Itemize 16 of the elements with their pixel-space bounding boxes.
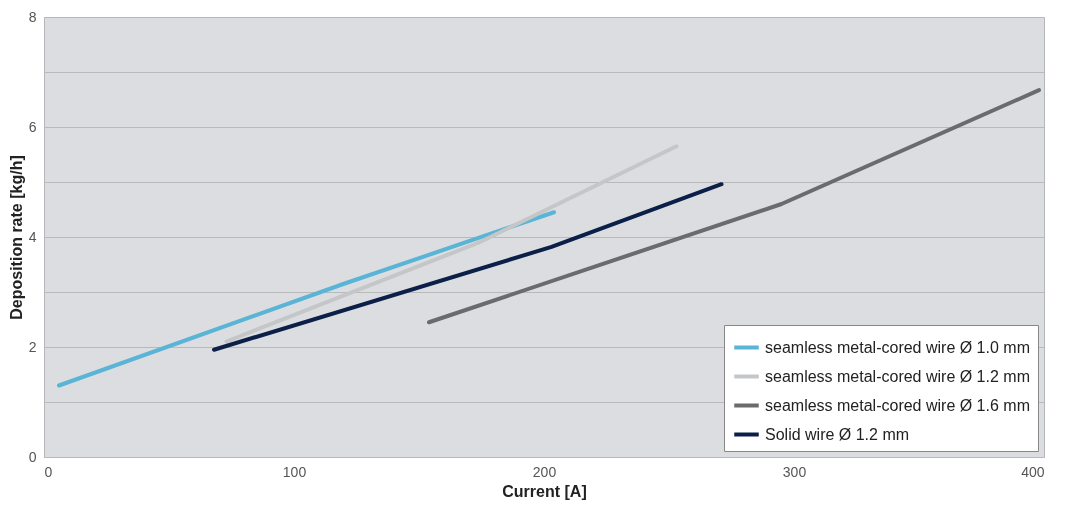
y-tick-label: 2	[28, 338, 37, 355]
y-axis-title: Deposition rate [kg/h]	[7, 155, 25, 320]
legend-label: seamless metal-cored wire Ø 1.6 mm	[765, 396, 1030, 414]
x-tick-label: 100	[282, 463, 307, 480]
x-tick-label: 400	[1021, 463, 1045, 480]
y-tick-label: 6	[28, 118, 37, 135]
x-tick-label: 0	[44, 463, 53, 480]
legend-label: seamless metal-cored wire Ø 1.0 mm	[765, 338, 1030, 356]
y-tick-label: 0	[28, 448, 37, 465]
legend-label: seamless metal-cored wire Ø 1.2 mm	[765, 367, 1030, 385]
x-tick-label: 200	[532, 463, 557, 480]
x-axis-title: Current [A]	[502, 482, 587, 500]
y-tick-label: 4	[28, 228, 37, 245]
y-tick-label: 8	[28, 8, 37, 25]
legend-label: Solid wire Ø 1.2 mm	[765, 425, 910, 443]
x-tick-label: 300	[782, 463, 807, 480]
